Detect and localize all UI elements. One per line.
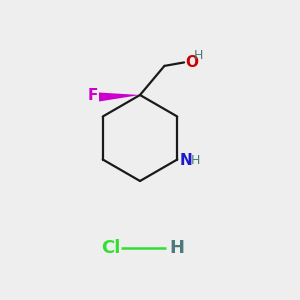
Text: O: O (185, 55, 198, 70)
Text: Cl: Cl (100, 239, 120, 257)
Text: H: H (194, 49, 203, 62)
Text: N: N (179, 153, 192, 168)
Polygon shape (99, 92, 140, 101)
Text: H: H (169, 239, 184, 257)
Text: H: H (191, 154, 201, 167)
Text: F: F (88, 88, 98, 103)
